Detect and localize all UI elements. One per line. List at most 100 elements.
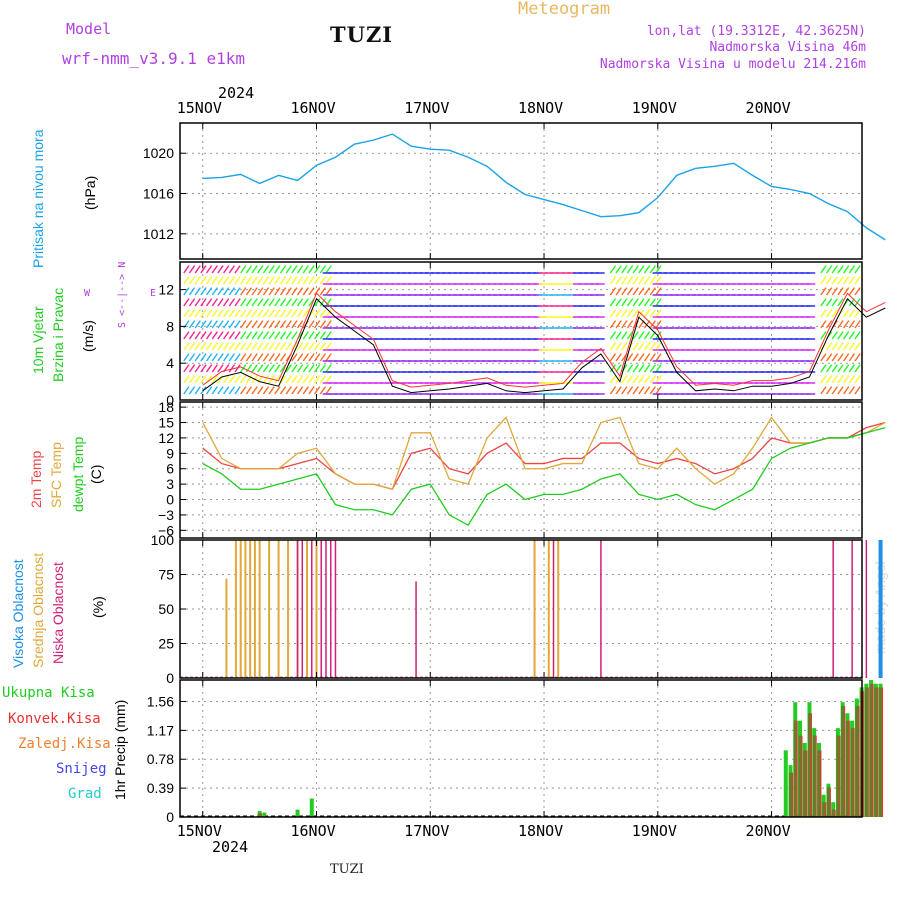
precip-conv-bar [803,750,807,817]
cloud-tick-label: 100 [151,532,175,548]
wind-barb [245,287,253,296]
wind-barb [615,309,622,318]
day-label-top: 16NOV [290,99,336,117]
wind-barb [632,386,639,395]
year-bottom: 2024 [212,838,249,856]
precip-conv-bar [826,787,830,817]
wind-barb [825,287,833,296]
wind-barb [638,353,645,362]
wind-barb [609,331,617,340]
cloud-bar [600,540,602,678]
wind-barb [274,375,281,384]
day-label-bottom: 17NOV [404,822,450,840]
wind-barb [257,320,264,329]
wind-barb [825,386,833,395]
wind-barb [217,276,224,285]
precip-conv-bar [855,705,859,817]
wind-barb [194,364,201,373]
wind-barb [234,298,241,307]
wind-barb [314,375,321,384]
wind-barb [188,287,196,296]
wind-barb [632,287,639,296]
cloud-bar [234,540,237,678]
wind-barb [314,342,321,351]
model-elevation-label: Nadmorska Visina u modelu 214.216m [599,57,866,72]
wind-barb [296,364,304,373]
wind-barb [308,265,315,274]
wind-barb [621,320,628,329]
wind-barb [257,353,264,362]
day-label-bottom: 15NOV [176,822,222,840]
wind-barb [234,353,241,362]
wind-barb [319,364,327,373]
wind-barb [854,375,861,384]
wind-barb [296,265,304,274]
wind-barb [183,353,190,362]
wind-barb [257,364,264,373]
wind-barb [854,364,861,373]
wind-barb [314,353,321,362]
precip-conv-bar [836,735,840,817]
precip-conv-edge [801,735,803,817]
wind-barb [820,276,827,285]
pressure-line [202,133,886,241]
panel-frame [179,679,863,818]
wind-barb [649,320,656,329]
wind-barb [194,375,201,384]
wind-barb [268,320,275,329]
wind-barb [279,287,287,296]
year-top: 2024 [218,84,255,102]
wind-barb [251,265,258,274]
wind-barb [831,276,838,285]
wind-barb [285,364,292,373]
cloud-bar [301,540,304,678]
wind-barb [291,298,298,307]
precip-tick-label: 1.17 [147,722,174,738]
wind-barb [240,386,247,395]
wind-barb [649,364,656,373]
wind-barb [820,287,827,296]
precip-conv-edge [829,787,831,817]
wind-barb [319,353,327,362]
wind-barb [200,265,207,274]
wind-barb [632,309,639,318]
cloud-bar [268,540,271,678]
wind-barb [643,375,651,384]
wind-barb [217,320,224,329]
wind-barb [308,320,315,329]
wind-barb [223,298,230,307]
wind-barb [228,375,236,384]
cloud-bar [329,540,332,678]
wind-barb [319,331,327,340]
wind-barb [234,320,241,329]
wind-barb [609,386,617,395]
precip-conv-edge [872,683,874,817]
precip-legend-total: Ukupna Kisa [2,685,95,701]
wind-barb [837,320,844,329]
grid-layer [180,123,862,818]
precip-tick-label: 0.39 [147,780,174,796]
wind-barb [854,276,861,285]
precip-conv-edge [839,735,841,817]
precip-legend-conv: Konvek.Kisa [8,711,101,727]
wind-barb [302,309,309,318]
wind-barb [217,287,224,296]
wind-barb [268,342,275,351]
wind-barb [194,342,201,351]
wind-barb [831,298,838,307]
temp-tick-label: 15 [158,415,174,431]
wind-barb [217,342,224,351]
wind-barb [240,331,247,340]
wind-barb [843,342,850,351]
cloud-bar [533,540,536,678]
wind-barb [274,265,281,274]
wind-barb [223,265,230,274]
wind-barb [837,386,844,395]
wind-barb [820,353,827,362]
wind-barb [188,265,196,274]
wind-barb [217,298,224,307]
wind-barb [609,298,617,307]
wind-compass-e: E [150,288,157,299]
model-name: wrf-nmm_v3.9.1 e1km [62,49,246,68]
